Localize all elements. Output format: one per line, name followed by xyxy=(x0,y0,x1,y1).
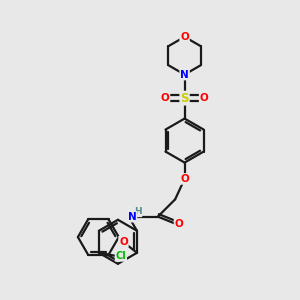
Text: Cl: Cl xyxy=(116,251,126,261)
Text: O: O xyxy=(119,237,128,247)
Text: H: H xyxy=(134,207,142,216)
Text: N: N xyxy=(180,70,189,80)
Text: O: O xyxy=(175,220,183,230)
Text: N: N xyxy=(128,212,136,222)
Text: O: O xyxy=(180,174,189,184)
Text: O: O xyxy=(180,32,189,42)
Text: S: S xyxy=(180,92,189,105)
Text: O: O xyxy=(161,93,170,103)
Text: O: O xyxy=(200,93,208,103)
